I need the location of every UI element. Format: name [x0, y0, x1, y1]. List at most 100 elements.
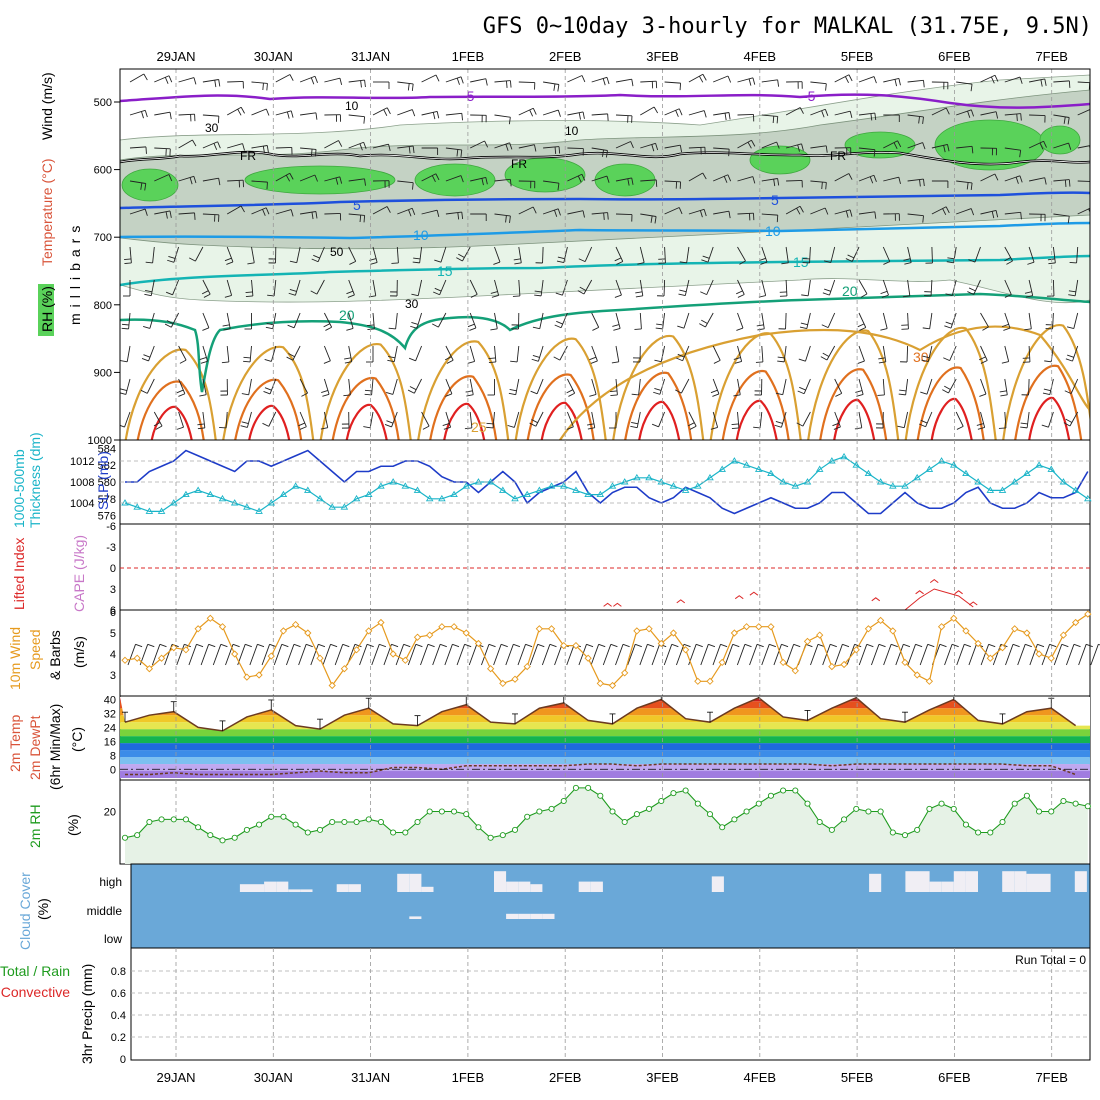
wind-barb — [251, 279, 254, 296]
wind-barb-flag — [140, 389, 148, 394]
cloud-high-bar — [494, 871, 507, 892]
wind-barb-flag — [1001, 361, 1009, 364]
wind-barb-flag — [849, 209, 853, 217]
wind-barb — [494, 279, 500, 296]
wind-barb-flag — [731, 423, 739, 426]
wind-barb — [559, 345, 568, 361]
wind-barb-flag — [508, 117, 511, 125]
wind-barb-flag — [413, 257, 421, 260]
thickness-point — [535, 486, 544, 493]
wind-barb — [1077, 81, 1090, 84]
wind-barb-flag — [970, 208, 975, 216]
wind-barb — [737, 113, 754, 116]
pressure-axis-label: millibars — [67, 220, 83, 325]
wind-barb-flag — [442, 423, 450, 426]
wind-barb — [396, 246, 399, 263]
wind-barb — [956, 180, 973, 184]
wind-barb-flag — [1006, 260, 1013, 265]
wind-barb — [1028, 279, 1034, 296]
wind-barb-flag — [947, 144, 950, 152]
cloud-label-low: low — [104, 932, 122, 946]
wind-barb — [1072, 345, 1079, 362]
wind-barb-flag — [679, 145, 683, 153]
wind-barb — [395, 312, 398, 329]
wind-barb-flag — [1068, 142, 1072, 150]
wind-barb-flag — [286, 356, 294, 361]
wind-barb-flag — [744, 643, 752, 648]
wind-barb — [1004, 312, 1011, 329]
wind-barb-flag — [801, 294, 809, 297]
wind-barb-flag — [610, 390, 618, 393]
precip-label-convective: Convective — [1, 984, 70, 1000]
wind-barb-flag — [824, 207, 829, 215]
wind-speed-point — [328, 681, 336, 690]
thickness-tick-label: 580 — [98, 477, 116, 489]
wind-barb — [956, 109, 972, 116]
wind-barb-flag — [192, 139, 197, 147]
wind-barb-flag — [589, 356, 597, 361]
wind-barb-flag — [469, 327, 477, 331]
rh-point — [1048, 808, 1055, 815]
wind-barb-flag — [310, 77, 315, 85]
wind-barb-flag — [143, 73, 148, 81]
wind-barb-flag — [568, 392, 575, 397]
lifted-index-point — [613, 602, 622, 607]
cloud-high-bar — [905, 871, 918, 892]
wind-barb — [713, 112, 730, 116]
wind-barb-flag — [1068, 179, 1071, 187]
wind-barb-flag — [897, 425, 905, 429]
wind-barb-flag — [1043, 141, 1047, 148]
wind-barb — [226, 246, 234, 263]
wind-barb — [554, 644, 563, 666]
wind-barb-flag — [431, 323, 439, 328]
wind-barb-flag — [346, 290, 354, 295]
wind-barb — [273, 279, 277, 296]
wind-barb — [662, 312, 666, 329]
wind-barb-flag — [769, 643, 777, 648]
thickness-point — [706, 473, 714, 481]
wind-barb-flag — [824, 288, 831, 292]
wind-speed-point — [986, 654, 994, 662]
wind-barb-flag — [589, 393, 597, 397]
wind-barb-flag — [166, 320, 174, 325]
wind-barb-flag — [507, 425, 515, 428]
bottom-date-label: 2FEB — [549, 1070, 582, 1085]
wind-barb-flag — [315, 211, 318, 219]
wind-barb — [682, 345, 690, 361]
wind-barb-flag — [486, 422, 494, 425]
wind-barb — [761, 114, 778, 117]
wind-barb — [807, 279, 811, 296]
wind-barb-flag — [860, 293, 868, 298]
wind-barb — [323, 411, 329, 428]
wind-barb-flag — [1048, 262, 1056, 265]
wind-barb-flag — [202, 327, 210, 331]
wind-barb-flag — [488, 643, 496, 648]
wind-barb — [226, 106, 242, 116]
wind-barb — [129, 246, 132, 263]
wind-barb-flag — [188, 257, 196, 262]
wind-barb — [664, 108, 680, 116]
wind-barb-flag — [338, 140, 343, 147]
wind-barb — [567, 75, 583, 83]
thickness-point — [499, 486, 507, 493]
wind-barb-flag — [678, 293, 686, 297]
wind-barb-flag — [605, 150, 608, 158]
wind-barb-flag — [532, 206, 537, 214]
wind-barb-flag — [622, 643, 630, 648]
thickness-point — [523, 490, 531, 498]
wind-barb-flag — [1019, 150, 1022, 158]
cloud-high-bar — [252, 884, 265, 892]
wind-barb — [492, 411, 495, 428]
wind-barb — [334, 644, 344, 666]
rh-point — [1084, 803, 1091, 810]
thickness-point — [206, 490, 215, 498]
iso-label-10b: 10 — [765, 223, 781, 239]
wind-speed-point — [157, 654, 166, 662]
wind-barb — [413, 378, 423, 394]
wind-barb-flag — [532, 354, 540, 358]
wind-barb-flag — [631, 422, 639, 425]
wind-barb-flag — [654, 216, 657, 224]
wind-barb — [273, 644, 283, 666]
thickness-point — [547, 482, 556, 489]
wind-speed-point — [474, 639, 483, 648]
